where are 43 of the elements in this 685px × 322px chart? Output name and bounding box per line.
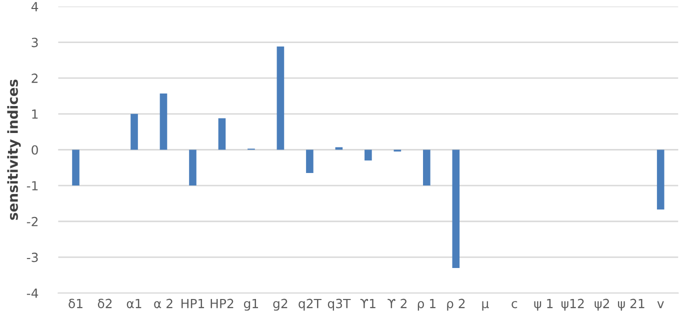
y-tick-label: 1 <box>32 110 38 119</box>
bar <box>276 46 284 150</box>
x-tick-label: ψ 1 <box>534 298 553 311</box>
x-tick-label: μ <box>482 301 489 311</box>
y-tick-label: 3 <box>32 38 38 48</box>
x-tick-label: g2 <box>273 298 288 311</box>
x-tick-label: ϒ1 <box>360 298 376 308</box>
x-tick-label: ψ12 <box>561 298 584 311</box>
x-tick-label: q2T <box>298 298 322 311</box>
bar <box>364 150 372 160</box>
x-tick-label: ψ 21 <box>618 298 644 311</box>
y-axis-title: sensitivity indices <box>7 80 21 220</box>
y-tick-label: -3 <box>26 252 38 262</box>
x-tick-label: ρ 2 <box>447 298 465 311</box>
bar <box>130 114 138 150</box>
x-tick-label: HP2 <box>210 298 234 308</box>
x-tick-label: g1 <box>244 298 258 311</box>
bar <box>160 93 168 150</box>
x-tick-label: v <box>657 301 664 308</box>
bar <box>335 147 343 150</box>
x-tick-label: α1 <box>126 298 142 308</box>
bar <box>656 150 664 210</box>
x-tick-label: δ1 <box>68 298 82 308</box>
x-tick-label: ψ2 <box>594 298 609 311</box>
bar <box>306 150 314 174</box>
bar <box>189 150 196 186</box>
x-tick-label: q3T <box>328 298 351 311</box>
y-tick-label: 2 <box>32 74 38 83</box>
y-tick-label: -1 <box>26 181 38 190</box>
x-tick-label: ϒ 2 <box>388 298 407 308</box>
x-tick-label: α 2 <box>154 298 172 308</box>
bar <box>423 150 430 186</box>
y-tick-label: -2 <box>26 216 38 226</box>
y-tick-label: 4 <box>31 2 38 12</box>
bar <box>218 118 226 150</box>
y-tick-label: 0 <box>32 145 38 155</box>
y-tick-label: -4 <box>26 288 38 298</box>
bar <box>452 150 460 268</box>
x-tick-label: c <box>512 301 518 308</box>
x-tick-label: δ2 <box>98 298 112 308</box>
x-tick-label: ρ 1 <box>418 298 436 311</box>
bar <box>72 150 80 186</box>
x-tick-label: HP1 <box>182 298 204 308</box>
